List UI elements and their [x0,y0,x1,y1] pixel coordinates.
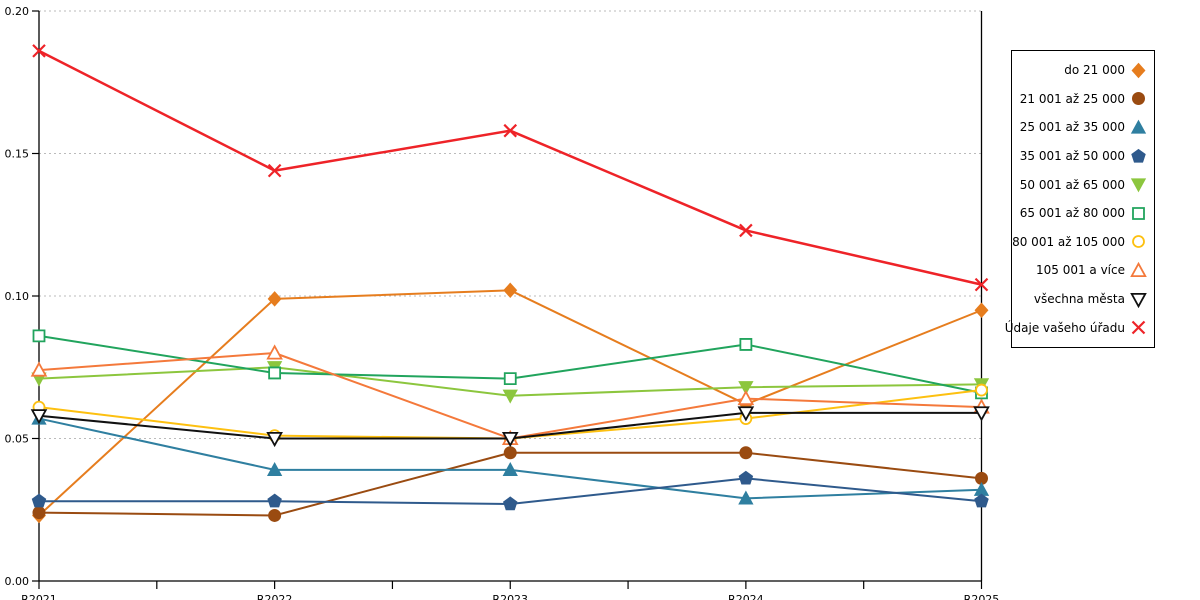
data-point-marker [738,470,754,485]
data-point-marker [737,389,755,406]
data-point-marker [738,490,754,505]
legend-item: 65 001 až 80 000 [1018,199,1147,227]
legend-item-label: 21 001 až 25 000 [1019,91,1125,106]
x-axis-tick-label: R2023 [492,593,528,600]
triangle-up-marker-icon [1130,261,1147,277]
data-point-marker [30,409,48,425]
data-point-marker [501,432,519,448]
data-point-marker [502,462,518,476]
pentagon-marker-icon [1131,148,1146,163]
circle-marker-icon [1132,92,1145,106]
data-point-marker [503,446,517,460]
data-point-marker [32,506,46,520]
triangle-down-marker-icon [1130,292,1147,308]
legend-item: 25 001 až 35 000 [1018,113,1147,141]
data-point-marker [974,493,989,508]
legend-item-label: 35 001 až 50 000 [1019,149,1125,164]
legend-item-label: 105 001 a více [1035,263,1125,278]
triangle-down-marker-icon [1130,178,1147,193]
legend-item-label: Údaje vašeho úřadu [1004,320,1125,335]
square-marker-icon [1132,206,1145,220]
data-point-marker [738,381,754,396]
data-point-marker [503,496,518,511]
data-point-marker [266,344,283,360]
data-point-marker [266,432,283,448]
x-axis-tick-label: R2021 [21,593,57,600]
legend-item: všechna města [1018,285,1147,313]
data-point-marker [31,493,47,508]
series-line-10 [38,49,982,286]
legend-item: do 21 000 [1018,56,1147,84]
data-point-marker [267,291,282,307]
data-point-marker [267,163,282,178]
data-point-marker [32,329,46,343]
circle-marker-icon [1132,235,1145,249]
legend-item: 35 001 až 50 000 [1018,142,1147,170]
data-point-marker [268,508,282,522]
x-axis-tick-label: R2024 [728,593,764,600]
data-point-marker [974,302,989,318]
y-axis-tick-label: 0.10 [5,290,30,303]
data-point-marker [974,277,989,292]
data-point-marker [739,223,753,238]
y-axis-tick-label: 0.15 [5,148,30,161]
legend-item: 80 001 až 105 000 [1012,228,1147,256]
data-point-marker [502,389,518,404]
x-marker-icon [1131,320,1146,335]
data-point-marker [739,338,753,351]
legend-item-label: 50 001 až 65 000 [1019,177,1125,192]
data-point-marker [737,406,755,422]
legend: do 21 000 21 001 až 25 000 25 001 až 35 00… [1005,50,1155,348]
data-point-marker [503,123,518,138]
legend-item-label: 65 001 až 80 000 [1019,206,1125,221]
data-point-marker [32,44,46,58]
data-point-marker [973,406,990,422]
y-axis-tick-label: 0.20 [5,5,30,18]
data-point-marker [975,383,988,397]
data-point-marker [268,366,282,380]
data-point-marker [503,372,517,386]
y-axis-tick-label: 0.05 [5,433,30,446]
triangle-up-marker-icon [1130,119,1147,134]
y-axis-tick-label: 0.00 [5,575,30,588]
legend-item-label: všechna města [1033,292,1125,307]
data-point-marker [266,462,283,476]
data-point-marker [30,361,48,377]
legend-item: 21 001 až 25 000 [1018,85,1147,113]
legend-item-label: do 21 000 [1064,63,1125,78]
legend-item: Údaje vašeho úřadu [1005,314,1147,342]
data-point-marker [503,282,518,299]
diamond-marker-icon [1131,62,1146,79]
data-point-marker [739,446,753,460]
legend-item-label: 25 001 až 35 000 [1019,120,1125,135]
legend-item: 50 001 až 65 000 [1018,171,1147,199]
x-axis-tick-label: R2025 [964,593,1000,600]
x-axis-tick-label: R2022 [257,593,293,600]
data-point-marker [267,493,282,508]
legend-item-label: 80 001 až 105 000 [1012,234,1125,249]
legend-item: 105 001 a více [1018,256,1147,284]
